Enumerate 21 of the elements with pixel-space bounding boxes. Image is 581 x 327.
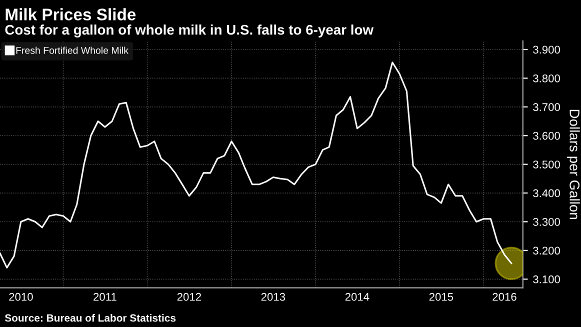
- x-tick-label: 2014: [345, 292, 370, 301]
- y-axis-title: Dollars per Gallon: [566, 110, 580, 219]
- y-tick-label: 3.600: [533, 132, 560, 140]
- y-tick-label: 3.200: [533, 246, 560, 255]
- x-tick-label: 2012: [177, 292, 201, 301]
- x-tick-label: 2011: [94, 292, 116, 301]
- y-tick-label: 3.100: [533, 275, 560, 284]
- x-tick-label: 2016: [492, 292, 516, 301]
- x-tick-label: 2010: [9, 292, 33, 301]
- y-tick-label: 3.800: [533, 74, 560, 82]
- y-tick-label: 3.300: [533, 218, 560, 226]
- legend-label: Fresh Fortified Whole Milk: [16, 46, 128, 54]
- y-tick-label: 3.500: [533, 160, 560, 168]
- chart-title: Milk Prices Slide: [6, 8, 136, 20]
- chart-subtitle: Cost for a gallon of whole milk in U.S. falls to 6-year low: [5, 24, 374, 38]
- y-tick-label: 3.400: [533, 189, 560, 198]
- x-tick-label: 2013: [261, 292, 286, 301]
- x-tick-label: 2015: [429, 292, 454, 301]
- source-note: Source: Bureau of Labor Statistics: [4, 314, 176, 322]
- y-tick-label: 3.700: [533, 103, 560, 112]
- y-tick-label: 3.900: [533, 46, 560, 54]
